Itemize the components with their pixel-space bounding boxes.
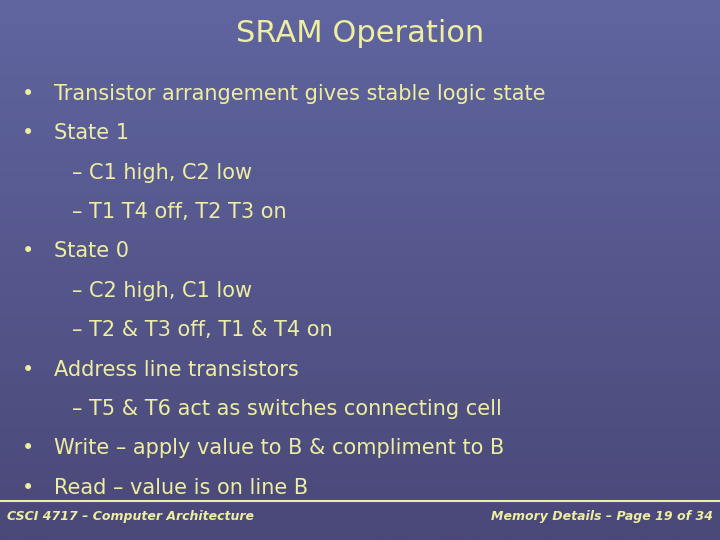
Text: •: • [22, 241, 34, 261]
Text: Write – apply value to B & compliment to B: Write – apply value to B & compliment to… [54, 438, 504, 458]
Text: Address line transistors: Address line transistors [54, 360, 299, 380]
Text: – T2 & T3 off, T1 & T4 on: – T2 & T3 off, T1 & T4 on [72, 320, 333, 340]
Text: •: • [22, 123, 34, 143]
Text: Transistor arrangement gives stable logic state: Transistor arrangement gives stable logi… [54, 84, 546, 104]
Text: – C1 high, C2 low: – C1 high, C2 low [72, 163, 252, 183]
Text: State 1: State 1 [54, 123, 129, 143]
Text: •: • [22, 438, 34, 458]
Text: •: • [22, 84, 34, 104]
Text: – T5 & T6 act as switches connecting cell: – T5 & T6 act as switches connecting cel… [72, 399, 502, 419]
Text: Memory Details – Page 19 of 34: Memory Details – Page 19 of 34 [491, 510, 713, 523]
Text: State 0: State 0 [54, 241, 129, 261]
Text: •: • [22, 360, 34, 380]
Text: •: • [22, 478, 34, 498]
Text: – T1 T4 off, T2 T3 on: – T1 T4 off, T2 T3 on [72, 202, 287, 222]
Text: SRAM Operation: SRAM Operation [236, 19, 484, 48]
Text: – C2 high, C1 low: – C2 high, C1 low [72, 281, 252, 301]
Text: Read – value is on line B: Read – value is on line B [54, 478, 308, 498]
Text: CSCI 4717 – Computer Architecture: CSCI 4717 – Computer Architecture [7, 510, 254, 523]
